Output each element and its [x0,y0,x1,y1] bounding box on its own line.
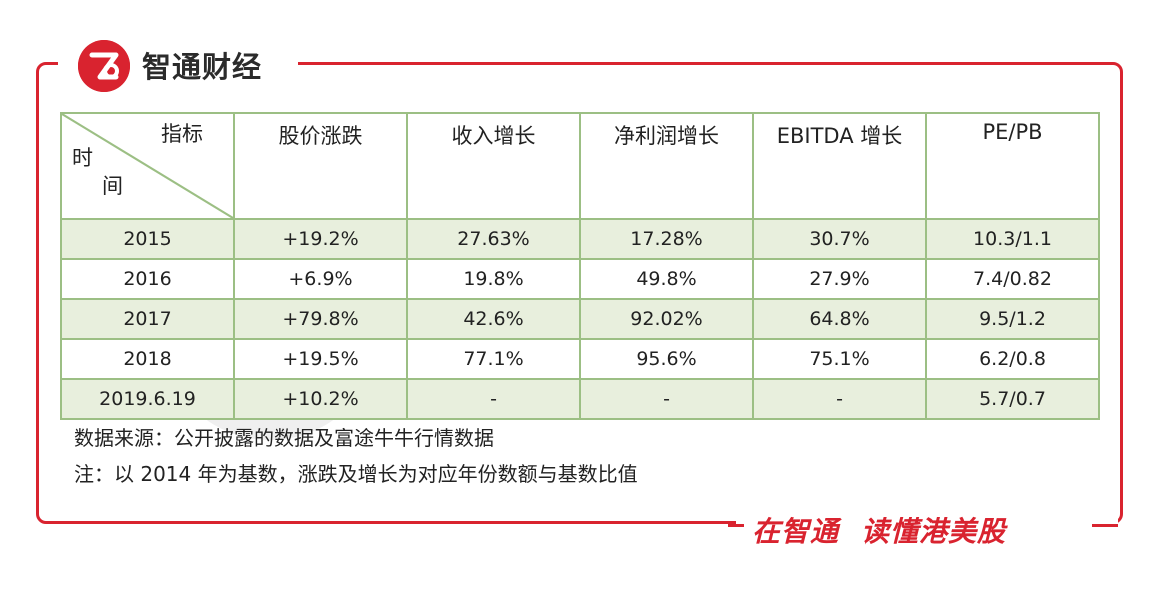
row-year: 2018 [60,338,235,380]
cell-price-change: +79.8% [233,298,408,340]
cell-revenue-growth: - [406,378,581,420]
cell-ebitda-growth: 64.8% [752,298,927,340]
cell-net-profit-growth: 49.8% [579,258,754,300]
corner-label-time-2: 间 [102,174,123,198]
cell-pe-pb: 5.7/0.7 [925,378,1100,420]
row-year: 2016 [60,258,235,300]
notes-block: 数据来源：公开披露的数据及富途牛牛行情数据 注：以 2014 年为基数，涨跌及增… [74,420,638,492]
table-row: 2017 +79.8% 42.6% 92.02% 64.8% 9.5/1.2 [60,298,1100,340]
cell-revenue-growth: 27.63% [406,218,581,260]
slogan: 在智通 读懂港美股 [752,510,1006,550]
cell-price-change: +19.5% [233,338,408,380]
row-year: 2019.6.19 [60,378,235,420]
cell-net-profit-growth: - [579,378,754,420]
cell-net-profit-growth: 17.28% [579,218,754,260]
cell-net-profit-growth: 92.02% [579,298,754,340]
table-corner-cell: 指标 时 间 [60,112,235,220]
table-row: 2019.6.19 +10.2% - - - 5.7/0.7 [60,378,1100,420]
header-ebitda-growth: EBITDA 增长 [752,112,927,220]
row-year: 2017 [60,298,235,340]
cell-price-change: +19.2% [233,218,408,260]
cell-revenue-growth: 19.8% [406,258,581,300]
corner-diagonal-line [63,115,232,217]
cell-ebitda-growth: 30.7% [752,218,927,260]
cell-pe-pb: 9.5/1.2 [925,298,1100,340]
cell-revenue-growth: 77.1% [406,338,581,380]
table-row: 2018 +19.5% 77.1% 95.6% 75.1% 6.2/0.8 [60,338,1100,380]
slogan-dash-right [1092,524,1118,527]
slogan-part-2: 读懂港美股 [861,515,1007,548]
cell-ebitda-growth: 75.1% [752,338,927,380]
metrics-table: 指标 时 间 股价涨跌 收入增长 净利润增长 EBITDA 增长 PE/PB 2… [60,112,1100,420]
slogan-dash-left [728,524,744,527]
table-row: 2016 +6.9% 19.8% 49.8% 27.9% 7.4/0.82 [60,258,1100,300]
cell-revenue-growth: 42.6% [406,298,581,340]
table-row: 2015 +19.2% 27.63% 17.28% 30.7% 10.3/1.1 [60,218,1100,260]
cell-pe-pb: 10.3/1.1 [925,218,1100,260]
cell-ebitda-growth: - [752,378,927,420]
table-header-row: 指标 时 间 股价涨跌 收入增长 净利润增长 EBITDA 增长 PE/PB [60,112,1100,220]
content-frame [36,62,1123,524]
data-source-note: 数据来源：公开披露的数据及富途牛牛行情数据 [74,426,494,450]
header-revenue-growth: 收入增长 [406,112,581,220]
corner-label-metric: 指标 [161,122,203,146]
zhitong-logo-icon [78,40,130,92]
header-price-change: 股价涨跌 [233,112,408,220]
cell-pe-pb: 7.4/0.82 [925,258,1100,300]
row-year: 2015 [60,218,235,260]
cell-ebitda-growth: 27.9% [752,258,927,300]
header-pe-pb: PE/PB [925,112,1100,220]
corner-label-time-1: 时 [72,146,93,170]
slogan-mask [736,508,1118,548]
cell-net-profit-growth: 95.6% [579,338,754,380]
cell-price-change: +6.9% [233,258,408,300]
baseline-note: 注：以 2014 年为基数，涨跌及增长为对应年份数额与基数比值 [74,462,638,486]
brand-name: 智通财经 [142,50,263,84]
slogan-part-1: 在智通 [752,515,840,548]
cell-price-change: +10.2% [233,378,408,420]
header-net-profit-growth: 净利润增长 [579,112,754,220]
cell-pe-pb: 6.2/0.8 [925,338,1100,380]
